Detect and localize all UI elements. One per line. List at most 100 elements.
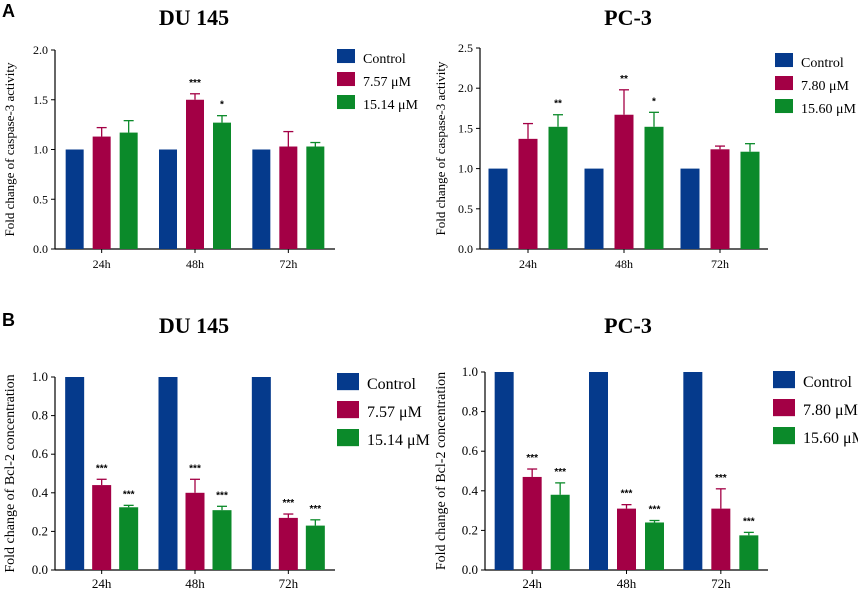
charts: DU 145 0.0 0.5 1.0 1.5 2.0 Fold change of casp… [2,5,858,591]
chart-title: PC-3 [604,5,652,30]
y-tick-label: 0.5 [458,202,473,216]
bar [683,372,703,570]
y-tick-label: 0.6 [32,446,49,461]
y-tick-label: 0.4 [32,485,49,500]
bar [119,132,138,249]
chart-title: PC-3 [604,313,652,338]
chart-title: DU 145 [159,5,229,30]
bar [711,508,731,570]
significance-label: *** [621,489,633,500]
significance-label: *** [216,490,228,501]
bar [212,510,232,570]
significance-label: *** [189,78,201,89]
legend-label: 15.14 μM [367,432,430,449]
y-tick-label: 0.0 [33,242,48,256]
bar [710,149,730,249]
significance-label: *** [526,453,538,464]
x-tick-label: 48h [615,257,633,271]
y-tick-label: 1.0 [32,369,48,384]
legend-label: Control [801,56,844,71]
y-axis-label: Fold change of Bcl-2 concentration [434,372,449,570]
x-tick-label: 24h [92,576,112,591]
x-tick-label: 48h [185,576,205,591]
bar [739,535,759,570]
bar [644,126,664,249]
legend-swatch [337,373,359,391]
y-axis-label: Fold change of caspase-3 activity [433,61,448,235]
significance-label: * [220,100,224,111]
bar [278,517,298,570]
significance-label: ** [620,74,628,85]
y-tick-label: 0.0 [462,562,478,577]
chart-title: DU 145 [159,313,229,338]
y-tick-label: 2.5 [458,41,473,55]
legend-swatch [337,429,359,447]
bar [185,492,205,570]
significance-label: *** [189,463,201,474]
legend-swatch [775,76,793,91]
bar [584,168,604,249]
significance-label: *** [743,516,755,527]
y-axis-label: Fold change of caspase-3 activity [2,62,17,236]
bar [65,377,85,570]
y-tick-label: 1.0 [458,162,473,176]
significance-label: *** [715,473,727,484]
legend-label: 7.80 μM [801,79,850,94]
y-tick-label: 0.6 [462,443,479,458]
y-tick-label: 2.0 [458,81,473,95]
significance-label: *** [96,463,108,474]
bar [65,149,84,249]
x-tick-label: 48h [186,257,204,271]
y-tick-label: 2.0 [33,43,48,57]
y-tick-label: 1.5 [458,121,473,135]
legend-swatch [337,49,355,64]
legend-label: 15.14 μM [363,98,419,113]
x-tick-label: 48h [617,576,637,591]
bar [488,168,508,249]
significance-label: * [652,96,656,107]
bar [279,146,298,249]
legend-label: Control [363,52,406,67]
bar [186,99,204,249]
y-tick-label: 0.0 [32,562,48,577]
legend-swatch [337,95,355,110]
legend-swatch [775,99,793,114]
bar [251,377,271,570]
bar [550,494,570,570]
legend-swatch [773,427,795,445]
bar [548,126,568,249]
legend-swatch [337,401,359,419]
chart-a-pc3: PC-3 0.0 0.5 1.0 1.5 2.0 2.5 Fold change of cas… [433,5,857,271]
legend-label: 15.60 μM [801,102,857,117]
chart-a-du145: DU 145 0.0 0.5 1.0 1.5 2.0 Fold change of casp… [2,5,419,271]
y-tick-label: 0.8 [32,408,48,423]
bar [92,485,112,570]
y-tick-label: 0.5 [33,192,48,206]
bar [305,525,325,570]
bar [645,522,664,570]
legend-label: 15.60 μM [803,430,858,447]
chart-b-du145: DU 145 0.0 0.2 0.4 0.6 0.8 1.0 Fold change of B… [3,313,430,591]
bar [306,146,325,249]
bar [614,114,634,250]
significance-label: ** [554,99,562,110]
x-tick-label: 72h [711,257,729,271]
significance-label: *** [649,505,661,516]
x-tick-label: 72h [711,576,731,591]
bar [518,138,538,249]
bar [159,149,177,249]
bar [617,508,636,570]
significance-label: *** [282,498,294,509]
bar [522,476,542,570]
legend-swatch [337,72,355,87]
bar [589,372,608,570]
bar [680,168,700,249]
legend-label: 7.57 μM [367,404,422,421]
panel-label-a: A [2,1,15,21]
panel-label-b: B [2,310,15,330]
legend-label: 7.57 μM [363,75,412,90]
y-tick-label: 1.0 [33,143,48,157]
x-tick-label: 24h [519,257,537,271]
legend-label: Control [803,374,852,391]
